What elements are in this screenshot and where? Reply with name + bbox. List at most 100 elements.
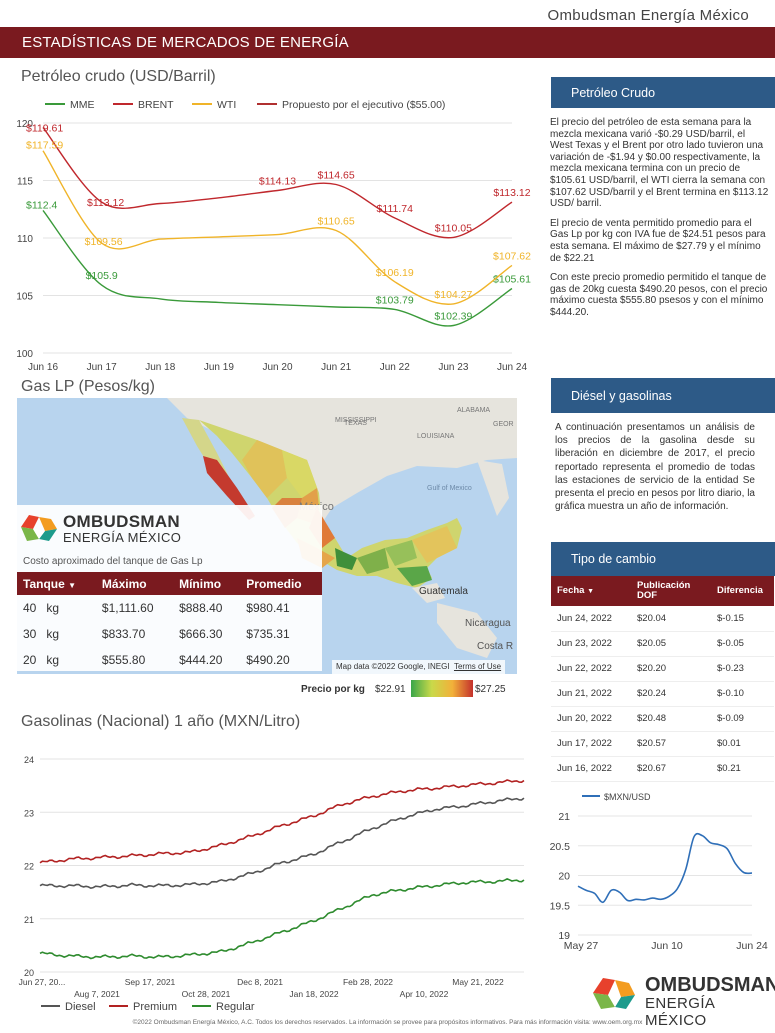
gas-x-tick: Jun 27, 20... [19,977,66,987]
gas-x-tick: Apr 10, 2022 [400,989,449,999]
state-chiapas [397,566,432,586]
florida-land [477,460,509,516]
title-band [0,27,775,58]
tank-avg: $980.41 [246,601,290,615]
gas-x-tick: May 21, 2022 [452,977,504,987]
gas-x-tick: Dec 8, 2021 [237,977,283,987]
fx-y-tick: 21 [558,811,570,823]
fx-diff-cell: $-0.15 [711,606,774,632]
table-row: 30 kg $833.70 $666.30 $735.31 [17,621,322,647]
tank-unit: kg [46,627,60,641]
panel-logo-word2: ENERGÍA MÉXICO [63,530,182,545]
sort-down-icon: ▼ [587,587,595,595]
tank-size: 20 [23,653,37,667]
footer-copyright: ©2022 Ombudsman Energía México, A.C. Tod… [132,1019,643,1026]
oil-data-label: $112.4 [26,199,57,211]
fx-chart: $MXN/USD 19 19.5 20 20.5 21 May 27 Jun 10 Jun 24… [550,792,768,952]
scale-label: Precio por kg [301,684,365,695]
oil-data-label: $113.12 [493,187,530,199]
map-label-gulf: Gulf of Mexico [427,485,472,492]
oil-side-header: Petróleo Crudo [551,77,775,108]
col-promedio[interactable]: Promedio [240,572,322,595]
map-credit-text: Map data ©2022 Google, INEGI [336,662,450,671]
oil-section-title: Petróleo crudo (USD/Barril) [21,68,216,85]
oil-legend-label: Propuesto por el ejecutivo ($55.00) [282,99,445,111]
oil-legend-label: WTI [217,99,236,111]
tank-size: 40 [23,601,37,615]
diesel-text: A continuación presentamos un análisis d… [555,422,755,513]
gas-y-tick: 23 [24,808,34,818]
oil-series-line [42,209,513,327]
col-fecha[interactable]: Fecha ▼ [551,576,631,606]
fx-y-tick: 20 [558,871,570,883]
fx-date-cell: Jun 20, 2022 [551,706,631,732]
fx-date-cell: Jun 24, 2022 [551,606,631,632]
tank-table: Tanque ▼ Máximo Mínimo Promedio 40 kg $1… [17,572,322,673]
map-terms-link[interactable]: Terms of Use [453,662,502,671]
oil-data-label: $113.12 [87,197,124,209]
footer-logo-word1: OMBUDSMAN [645,974,775,996]
gas-lp-section-title: Gas LP (Pesos/kg) [21,378,155,395]
gas-legend-label: Regular [216,1001,255,1013]
oil-data-label: $105.9 [86,270,118,282]
us-land [167,398,517,523]
gas-y-tick: 24 [24,755,34,765]
oil-data-label: $105.61 [493,273,531,285]
fx-dof-cell: $20.67 [631,756,711,782]
state-chihuahua [282,450,317,498]
oil-data-label: $114.13 [259,176,296,188]
oil-legend-label: BRENT [138,99,174,111]
map-label-texas: TEXAS [344,420,367,427]
diesel-side-header: Diésel y gasolinas [551,378,775,413]
state-tabasco [385,540,417,566]
state-campeche [412,526,457,563]
state-mexico-city [335,548,357,570]
fx-diff-cell: $-0.09 [711,706,774,732]
gas-x-tick: Sep 17, 2021 [125,977,176,987]
tank-avg: $490.20 [246,653,290,667]
fx-table-header: Fecha ▼ Publicación DOF Diferencia [551,576,774,606]
fx-side-header: Tipo de cambio [551,542,775,576]
oil-data-label: $103.79 [376,294,414,306]
table-row: Jun 21, 2022 $20.24 $-0.10 [551,681,774,707]
fx-diff-cell: $0.21 [711,756,774,782]
map-label-guatemala: Guatemala [419,586,468,597]
gasoline-section-title: Gasolinas (Nacional) 1 año (MXN/Litro) [21,713,301,730]
scale-max: $27.25 [475,684,506,695]
oil-paragraph-2: El precio de venta permitido promedio pa… [550,217,766,264]
oil-data-label: $110.05 [435,222,472,234]
oil-data-label: $117.59 [26,140,63,152]
gas-legend-label: Premium [133,1001,177,1013]
col-diferencia[interactable]: Diferencia [711,576,774,606]
fx-x-tick: Jun 10 [651,940,683,952]
brand-name: Ombudsman Energía México [547,7,749,24]
gasoline-chart: 20 21 22 23 24 Jun 27, 20... Sep 17, 2021 Dec 8… [19,755,525,1013]
oil-data-label: $114.65 [318,170,355,182]
fx-x-tick: Jun 24 [736,940,768,952]
fx-dof-cell: $20.48 [631,706,711,732]
oil-data-label: $106.19 [376,267,414,279]
fx-x-tick: May 27 [564,940,599,952]
tank-max: $555.80 [101,653,146,667]
fx-date-cell: Jun 17, 2022 [551,731,631,757]
gas-y-tick: 20 [24,968,34,978]
map-label-nicaragua: Nicaragua [465,618,511,629]
oil-series-line [42,127,513,239]
oil-data-label: $107.62 [493,250,531,262]
col-dof[interactable]: Publicación DOF [631,576,711,606]
fx-legend-label: $MXN/USD [604,792,651,802]
oil-x-tick: Jun 24 [497,362,527,373]
table-row: Jun 20, 2022 $20.48 $-0.09 [551,706,774,732]
oil-x-tick: Jun 18 [145,362,175,373]
fx-dof-cell: $20.20 [631,656,711,682]
table-row: 20 kg $555.80 $444.20 $490.20 [17,647,322,673]
col-maximo[interactable]: Máximo [95,572,174,595]
map-label-mississippi: MISSISSIPPI [335,417,377,424]
fx-dof-cell: $20.05 [631,631,711,657]
central-america-land [437,603,497,658]
col-tanque[interactable]: Tanque ▼ [17,572,96,595]
col-minimo[interactable]: Mínimo [173,572,241,595]
oil-y-tick: 105 [16,292,33,303]
oil-x-tick: Jun 23 [438,362,468,373]
fx-y-tick: 19.5 [550,900,571,912]
